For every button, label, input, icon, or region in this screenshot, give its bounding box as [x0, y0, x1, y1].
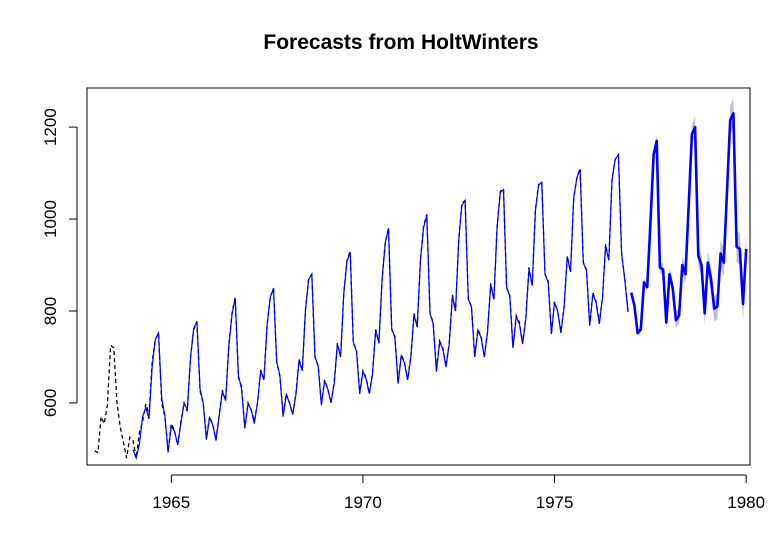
y-tick-label: 1000	[41, 200, 60, 238]
x-tick-label: 1980	[727, 493, 765, 512]
y-tick-label: 1200	[41, 108, 60, 146]
y-tick-label: 800	[41, 297, 60, 325]
x-tick-label: 1970	[344, 493, 382, 512]
forecast-series-line	[629, 112, 748, 335]
axes: 1965 1970 1975 1980 600 800 1000 1200	[41, 108, 765, 512]
x-tick-label: 1965	[152, 493, 190, 512]
plot-area	[94, 98, 748, 461]
observed-series-line	[94, 152, 629, 459]
plot-frame	[86, 87, 751, 466]
fitted-series-line	[132, 152, 629, 461]
x-tick-label: 1975	[536, 493, 574, 512]
y-tick-label: 600	[41, 389, 60, 417]
chart-title: Forecasts from HoltWinters	[263, 31, 538, 54]
